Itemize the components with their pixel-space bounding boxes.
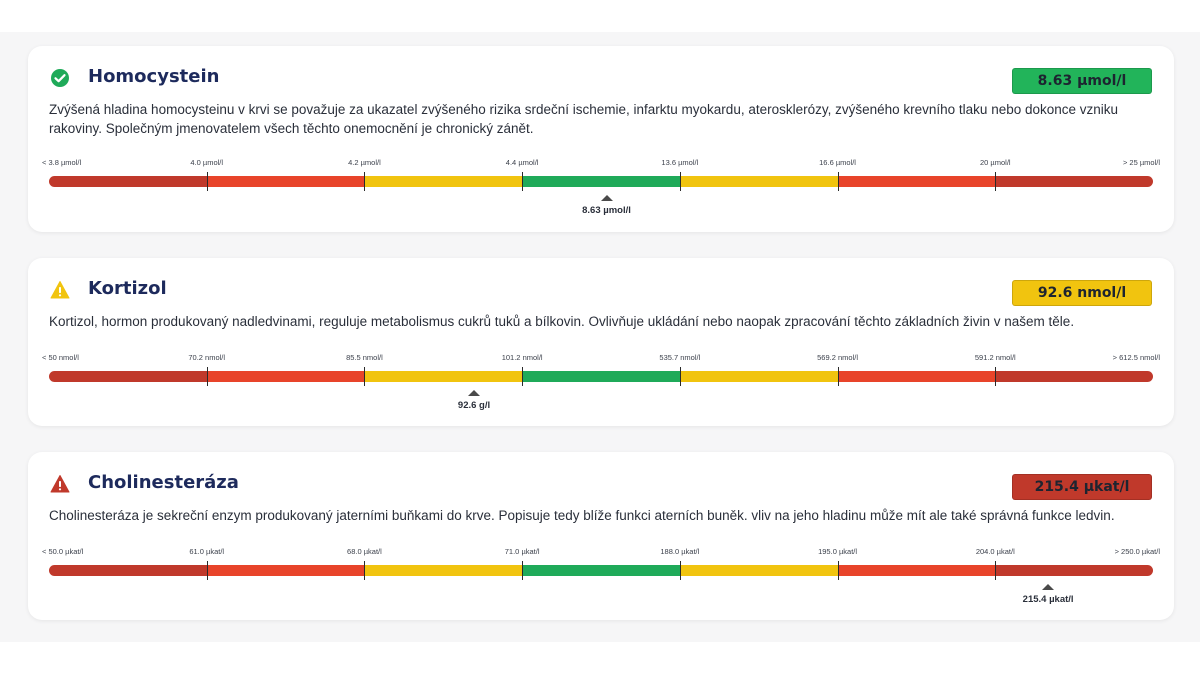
tick-label: 195.0 µkat/l (818, 547, 858, 556)
range-divider (522, 172, 523, 191)
value-marker-label: 92.6 g/l (457, 400, 491, 411)
results-page: Homocystein 8.63 µmol/l Zvýšená hladina … (0, 32, 1200, 642)
range-segment (364, 371, 523, 382)
value-badge: 92.6 nmol/l (1012, 280, 1152, 306)
range-divider (207, 561, 208, 580)
range-divider (522, 367, 523, 386)
range-segment (364, 565, 523, 576)
tick-label: 188.0 µkat/l (660, 547, 700, 556)
range-divider (364, 172, 365, 191)
tick-label: 4.2 µmol/l (348, 158, 381, 167)
range-scale: < 3.8 µmol/l 4.0 µmol/l 4.2 µmol/l 4.4 µmol… (42, 158, 1160, 218)
range-divider (995, 561, 996, 580)
range-segment (206, 565, 365, 576)
range-segment (206, 371, 365, 382)
range-segment (995, 371, 1153, 382)
card-title: Kortizol (88, 278, 167, 299)
value-marker-label: 8.63 µmol/l (582, 205, 631, 216)
range-segment (522, 565, 680, 576)
range-segment (364, 176, 523, 187)
tick-label: 204.0 µkat/l (975, 547, 1015, 556)
range-segment (206, 176, 365, 187)
range-segment (49, 371, 207, 382)
result-card-kortizol: Kortizol 92.6 nmol/l Kortizol, hormon pr… (28, 258, 1174, 426)
value-badge: 215.4 µkat/l (1012, 474, 1152, 500)
range-divider (838, 172, 839, 191)
card-title: Homocystein (88, 66, 220, 87)
range-segment (679, 176, 838, 187)
value-marker (1042, 584, 1055, 590)
tick-label: < 3.8 µmol/l (42, 158, 82, 167)
result-card-cholinesteraza: Cholinesteráza 215.4 µkat/l Cholinesterá… (28, 452, 1174, 620)
range-segment (679, 371, 838, 382)
range-divider (838, 367, 839, 386)
tick-label: 20 µmol/l (979, 158, 1011, 167)
range-divider (364, 561, 365, 580)
tick-label: 101.2 nmol/l (501, 353, 543, 362)
tick-label: 68.0 µkat/l (347, 547, 382, 556)
tick-label: > 612.5 nmol/l (1112, 353, 1160, 362)
range-divider (207, 172, 208, 191)
card-description: Zvýšená hladina homocysteinu v krvi se p… (49, 102, 1119, 136)
tick-label: < 50.0 µkat/l (42, 547, 84, 556)
value-marker-label: 215.4 µkat/l (1022, 594, 1074, 605)
range-divider (207, 367, 208, 386)
range-scale: < 50 nmol/l 70.2 nmol/l 85.5 nmol/l 101.2 n… (42, 353, 1160, 413)
result-card-homocystein: Homocystein 8.63 µmol/l Zvýšená hladina … (28, 46, 1174, 232)
value-marker (468, 390, 481, 396)
tick-label: 70.2 nmol/l (188, 353, 226, 362)
tick-label: 13.6 µmol/l (661, 158, 699, 167)
range-divider (995, 367, 996, 386)
tick-label: 4.0 µmol/l (190, 158, 224, 167)
range-divider (680, 172, 681, 191)
range-divider (838, 561, 839, 580)
tick-label: > 25 µmol/l (1122, 158, 1160, 167)
range-segment (837, 371, 996, 382)
tick-label: 16.6 µmol/l (819, 158, 856, 167)
card-title: Cholinesteráza (88, 472, 239, 493)
range-divider (364, 367, 365, 386)
range-divider (680, 561, 681, 580)
range-segment (49, 176, 207, 187)
range-divider (522, 561, 523, 580)
range-segment (995, 565, 1153, 576)
tick-label: 85.5 nmol/l (346, 353, 383, 362)
range-segment (522, 371, 680, 382)
range-segment (837, 565, 996, 576)
range-segment (522, 176, 680, 187)
range-divider (680, 367, 681, 386)
range-segment (679, 565, 838, 576)
warning-triangle-icon (50, 281, 70, 299)
check-circle-icon (51, 69, 69, 87)
value-badge: 8.63 µmol/l (1012, 68, 1152, 94)
range-segment (49, 565, 207, 576)
range-segment (995, 176, 1153, 187)
range-segment (837, 176, 996, 187)
tick-label: > 250.0 µkat/l (1114, 547, 1160, 556)
tick-label: 71.0 µkat/l (504, 547, 540, 556)
range-bar (49, 176, 1153, 187)
value-marker (600, 195, 613, 201)
tick-label: 61.0 µkat/l (189, 547, 225, 556)
tick-label: 591.2 nmol/l (974, 353, 1016, 362)
tick-label: 569.2 nmol/l (817, 353, 858, 362)
alert-triangle-icon (50, 475, 70, 493)
card-description: Kortizol, hormon produkovaný nadledvinam… (49, 314, 1075, 329)
card-description: Cholinesteráza je sekreční enzym produko… (49, 508, 1115, 523)
range-bar (49, 565, 1153, 576)
tick-label: < 50 nmol/l (42, 353, 79, 362)
range-bar (49, 371, 1153, 382)
range-scale: < 50.0 µkat/l 61.0 µkat/l 68.0 µkat/l 71.0 … (42, 547, 1160, 607)
tick-label: 4.4 µmol/l (505, 158, 539, 167)
tick-label: 535.7 nmol/l (659, 353, 701, 362)
range-divider (995, 172, 996, 191)
